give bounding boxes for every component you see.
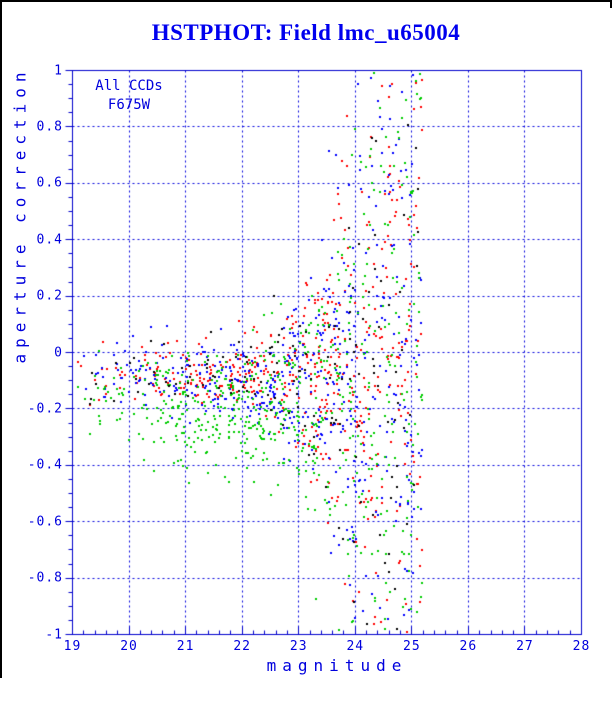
x-tick-label: 27 — [516, 639, 534, 654]
y-tick-label: 0.6 — [36, 175, 63, 191]
x-tick-label: 22 — [233, 639, 251, 654]
x-tick-label: 19 — [63, 639, 82, 654]
y-tick-label: -0.4 — [27, 457, 63, 473]
window-border-right-stub — [610, 0, 612, 8]
y-tick-label: -0.6 — [27, 514, 63, 530]
annotation-all-ccds: All CCDs — [95, 78, 163, 94]
chart-title: HSTPHOT: Field lmc_u65004 — [151, 20, 461, 45]
window-border-top — [0, 0, 612, 2]
x-tick-label: 20 — [120, 639, 138, 654]
y-tick-label: -1 — [45, 627, 63, 642]
x-tick-label: 21 — [176, 639, 195, 654]
x-tick-label: 23 — [289, 639, 308, 654]
x-tick-label: 26 — [459, 639, 478, 654]
x-tick-label: 24 — [346, 639, 365, 654]
window-border-left — [0, 0, 2, 678]
y-axis-label: aperture correction — [10, 66, 30, 364]
plot-annotation: All CCDs F675W — [95, 77, 162, 115]
y-tick-label: -0.8 — [27, 570, 63, 586]
annotation-filter-f675w: F675W — [107, 97, 151, 113]
y-tick-label: 0.2 — [36, 288, 63, 304]
y-tick-label: -0.2 — [27, 401, 63, 417]
x-tick-label: 28 — [572, 639, 591, 654]
y-tick-label: 1 — [54, 63, 63, 78]
x-tick-label: 25 — [403, 639, 421, 654]
y-tick-label: 0.8 — [36, 119, 63, 135]
y-tick-label: 0 — [54, 345, 63, 360]
y-tick-label: 0.4 — [36, 232, 63, 248]
x-axis-label: magnitude — [266, 656, 408, 675]
